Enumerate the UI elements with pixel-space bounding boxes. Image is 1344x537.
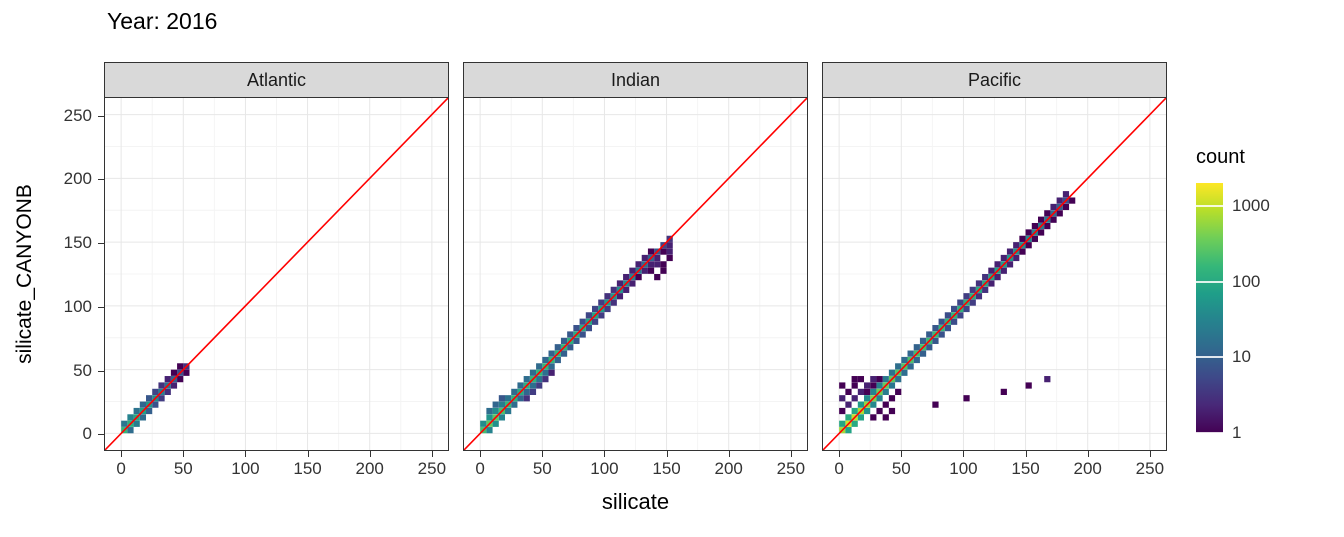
x-tick-mark bbox=[963, 451, 965, 457]
x-tick-mark bbox=[431, 451, 433, 457]
legend-tick-label: 10 bbox=[1232, 347, 1251, 367]
legend: count 1000 100 10 1 bbox=[1196, 146, 1270, 442]
x-tick-label: 0 bbox=[116, 459, 126, 478]
grid-layer bbox=[823, 98, 1166, 450]
x-tick-label: 50 bbox=[532, 459, 552, 478]
grid-layer bbox=[105, 98, 448, 450]
x-tick-label: 50 bbox=[891, 459, 911, 478]
x-tick-label: 150 bbox=[293, 459, 322, 478]
y-tick-label: 200 bbox=[63, 169, 92, 189]
x-tick-label: 200 bbox=[1073, 459, 1102, 478]
x-tick-label: 100 bbox=[590, 459, 619, 478]
x-tick-mark bbox=[1149, 451, 1151, 457]
facet-pacific: Pacific 0 50 100 150 200 250 bbox=[822, 62, 1167, 479]
plot-title: Year: 2016 bbox=[107, 8, 218, 34]
facet-panel-pacific bbox=[822, 97, 1167, 451]
x-tick-mark bbox=[307, 451, 309, 457]
x-tick-mark bbox=[839, 451, 841, 457]
legend-colorbar-gradient bbox=[1196, 183, 1223, 433]
x-tick-mark bbox=[480, 451, 482, 457]
x-tick-label: 250 bbox=[1135, 459, 1165, 478]
x-tick-label: 200 bbox=[714, 459, 743, 478]
legend-tick-mark bbox=[1196, 280, 1223, 283]
x-tick-label: 100 bbox=[231, 459, 260, 478]
legend-tick-label: 1000 bbox=[1232, 195, 1270, 215]
legend-tick-mark bbox=[1196, 432, 1223, 434]
facet-indian: Indian 0 50 100 150 200 250 bbox=[463, 62, 808, 479]
facet-atlantic: Atlantic 0 50 100 150 200 250 bbox=[104, 62, 449, 479]
x-tick-label: 150 bbox=[1011, 459, 1040, 478]
facet-panel-atlantic bbox=[104, 97, 449, 451]
y-tick-mark bbox=[98, 306, 104, 308]
legend-tick-mark bbox=[1196, 356, 1223, 359]
x-tick-mark bbox=[245, 451, 247, 457]
x-tick-label: 200 bbox=[355, 459, 384, 478]
facet-plot-indian bbox=[464, 98, 807, 450]
legend-title: count bbox=[1196, 146, 1245, 168]
y-tick-label: 150 bbox=[63, 233, 92, 253]
x-tick-mark bbox=[1087, 451, 1089, 457]
x-axis-atlantic: 0 50 100 150 200 250 bbox=[104, 451, 449, 479]
y-axis-title: silicate_CANYONB bbox=[13, 184, 37, 364]
x-tick-label: 0 bbox=[475, 459, 485, 478]
x-tick-mark bbox=[1025, 451, 1027, 457]
x-tick-mark bbox=[790, 451, 792, 457]
x-tick-mark bbox=[666, 451, 668, 457]
y-tick-mark bbox=[98, 370, 104, 372]
x-tick-mark bbox=[728, 451, 730, 457]
y-tick-mark bbox=[98, 434, 104, 436]
y-tick-label: 100 bbox=[63, 296, 92, 316]
x-axis-indian: 0 50 100 150 200 250 bbox=[463, 451, 808, 479]
y-tick-label: 250 bbox=[63, 105, 92, 125]
facet-strip-atlantic: Atlantic bbox=[104, 62, 449, 98]
legend-tick-label: 100 bbox=[1232, 271, 1261, 291]
legend-colorbar: 1000 100 10 1 bbox=[1196, 183, 1270, 442]
y-tick-mark bbox=[98, 243, 104, 245]
legend-tick-mark bbox=[1196, 204, 1223, 207]
y-tick-mark bbox=[98, 179, 104, 181]
identity-line bbox=[464, 98, 807, 450]
x-tick-mark bbox=[369, 451, 371, 457]
facet-strip-pacific: Pacific bbox=[822, 62, 1167, 98]
identity-line bbox=[105, 98, 448, 450]
x-tick-mark bbox=[121, 451, 123, 457]
x-axis-title: silicate bbox=[601, 489, 670, 514]
x-tick-mark bbox=[604, 451, 606, 457]
x-tick-label: 150 bbox=[652, 459, 681, 478]
y-tick-label: 0 bbox=[82, 424, 92, 444]
legend-tick-label: 1 bbox=[1232, 423, 1242, 442]
x-tick-mark bbox=[901, 451, 903, 457]
facet-panel-indian bbox=[463, 97, 808, 451]
x-tick-label: 100 bbox=[949, 459, 978, 478]
x-tick-label: 250 bbox=[417, 459, 447, 478]
x-tick-mark bbox=[183, 451, 185, 457]
facet-row: Atlantic 0 50 100 150 200 250 Indian 0 50 100 15… bbox=[104, 62, 1167, 479]
x-tick-label: 250 bbox=[776, 459, 806, 478]
x-tick-mark bbox=[542, 451, 544, 457]
facet-plot-pacific bbox=[823, 98, 1166, 450]
y-tick-label: 50 bbox=[73, 360, 92, 380]
facet-strip-indian: Indian bbox=[463, 62, 808, 98]
y-tick-mark bbox=[98, 115, 104, 117]
x-tick-label: 50 bbox=[173, 459, 193, 478]
identity-line bbox=[823, 98, 1166, 450]
x-axis-pacific: 0 50 100 150 200 250 bbox=[822, 451, 1167, 479]
facet-plot-atlantic bbox=[105, 98, 448, 450]
x-tick-label: 0 bbox=[834, 459, 844, 478]
y-axis: 0 50 100 150 200 250 bbox=[40, 98, 104, 450]
